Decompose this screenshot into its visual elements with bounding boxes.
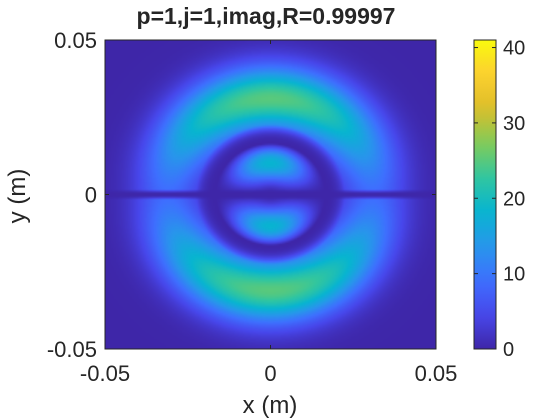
- y-axis: -0.05 0 0.05: [47, 28, 436, 362]
- colorbar-tick-label: 30: [503, 113, 525, 135]
- x-tick-label: 0.05: [415, 361, 458, 386]
- colorbar-gradient: [473, 39, 497, 350]
- colorbar-ticks: 0 10 20 30 40: [474, 38, 525, 361]
- y-tick-label: 0: [85, 183, 97, 208]
- chart-title: p=1,j=1,imag,R=0.99997: [137, 3, 396, 29]
- x-tick-label: -0.05: [80, 361, 130, 386]
- y-tick-label: 0.05: [54, 28, 97, 53]
- x-axis: -0.05 0 0.05: [80, 40, 457, 386]
- x-tick-label: 0: [264, 361, 276, 386]
- colorbar-tick-label: 0: [503, 339, 514, 361]
- heatmap-image: [105, 40, 436, 349]
- colorbar-tick-label: 10: [503, 264, 525, 286]
- heatmap-area: [104, 39, 437, 350]
- colorbar: 0 10 20 30 40: [473, 38, 525, 361]
- y-axis-label: y (m): [4, 169, 31, 224]
- x-axis-label: x (m): [243, 392, 298, 419]
- colorbar-tick-label: 40: [503, 38, 525, 60]
- y-tick-label: -0.05: [47, 337, 97, 362]
- colorbar-tick-label: 20: [503, 188, 525, 210]
